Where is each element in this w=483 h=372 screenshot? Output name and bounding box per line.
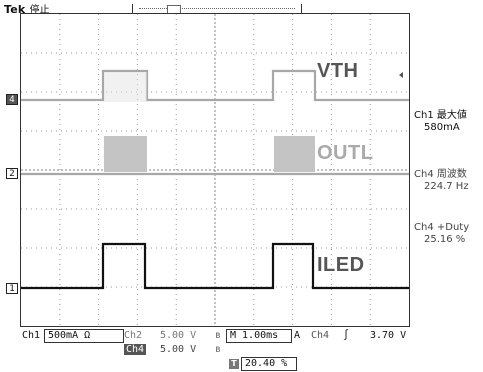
ch2-scale[interactable]: 5.00 V: [160, 330, 197, 341]
trigger-level[interactable]: 3.70 V: [370, 330, 407, 341]
graticule: [21, 14, 409, 326]
trigger-source: Ch4: [311, 330, 330, 341]
measurement-1-label: Ch1 最大値: [414, 110, 467, 121]
iled-trace: [21, 242, 409, 290]
trigger-position-icon: T: [229, 359, 239, 369]
vth-label: VTH: [317, 60, 359, 82]
measurement-1-value: 580mA: [424, 122, 460, 133]
ch1-name: Ch1: [22, 330, 41, 341]
measurement-3-value: 25.16 %: [424, 234, 466, 245]
outl-label: OUTL: [317, 142, 374, 164]
ch4-ground-marker[interactable]: 4: [6, 94, 18, 105]
ch1-ground-marker[interactable]: 1: [6, 283, 18, 294]
measurement-1: Ch1 最大値 580mA: [414, 110, 467, 134]
trigger-mode: A: [294, 330, 301, 341]
timebase[interactable]: M 1.00ms: [226, 329, 292, 343]
ch1-scale[interactable]: 500mA Ω: [44, 329, 124, 343]
waveform-display[interactable]: VTH OUTL ILED: [20, 13, 410, 327]
brand-name: Tek: [4, 3, 26, 16]
measurement-2: Ch4 周波数 224.7 Hz: [414, 169, 469, 193]
scope-brand: Tek 停止: [4, 1, 50, 16]
iled-label: ILED: [317, 254, 365, 276]
trigger-position-value[interactable]: 20.40 %: [241, 357, 297, 371]
measurement-3-label: Ch4 +Duty: [414, 222, 470, 233]
measurement-2-value: 224.7 Hz: [424, 181, 469, 192]
bandwidth-icon-2: ʙ: [215, 344, 222, 355]
ch2-name: Ch2: [124, 330, 143, 341]
ch4-name: Ch4: [124, 344, 147, 355]
trigger-slope-icon: ∫: [343, 330, 350, 341]
ch4-scale[interactable]: 5.00 V: [160, 344, 197, 355]
bandwidth-icon: ʙ: [215, 330, 222, 341]
measurement-2-label: Ch4 周波数: [414, 169, 467, 180]
ch2-ground-marker[interactable]: 2: [6, 168, 18, 179]
outl-trace: [21, 72, 409, 176]
measurement-3: Ch4 +Duty 25.16 %: [414, 222, 469, 246]
vth-trace: [21, 69, 409, 102]
acquisition-status: 停止: [29, 5, 50, 16]
ch4-right-marker: [399, 72, 403, 78]
